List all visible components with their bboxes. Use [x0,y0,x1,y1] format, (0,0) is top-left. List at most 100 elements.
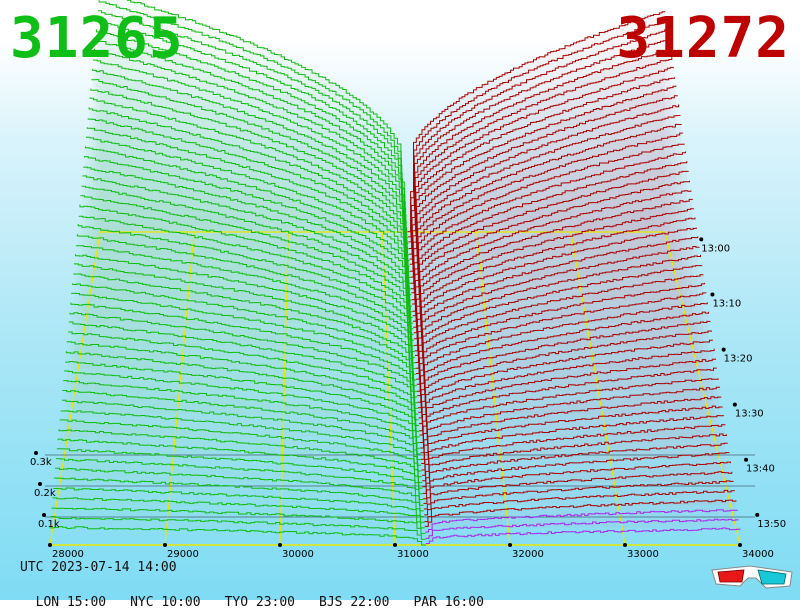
z-tick-label: 0.1k [38,519,60,530]
bid-depth-line [75,245,417,381]
bid-surface-fill [70,302,419,415]
bid-depth-line [53,487,425,523]
bid-depth-line [60,410,422,478]
time-tick-mark [755,512,760,517]
time-tick-mark [732,402,737,407]
bid-price: 31265 [10,6,184,71]
bid-depth-line [61,399,422,472]
ask-depth-line [418,330,712,425]
bid-depth-line [90,88,411,290]
z-tick-mark [34,451,38,455]
bid-depth-line [86,127,413,313]
x-tick-mark [508,543,512,547]
grid-line-price [570,231,626,546]
ask-depth-line [420,386,720,460]
grid-line-price [49,231,101,546]
x-tick-label: 29000 [167,549,199,560]
ask-depth-line [414,198,693,346]
bid-depth-line [97,10,409,244]
timezone-bjs: BJS 22:00 [319,595,390,610]
time-tick-mark [744,457,749,462]
x-tick-mark [48,543,52,547]
bid-depth-line [82,175,414,341]
bid-depth-line [59,419,423,483]
ask-depth-line [407,11,666,233]
bid-depth-line [55,458,424,506]
bid-surface-fill [92,68,411,278]
utc-time: UTC 2023-07-14 14:00 [20,560,177,575]
ask-depth-line [411,123,682,301]
ask-depth-line [413,180,690,334]
time-tick-label: 13:40 [746,464,775,475]
time-tick-mark [721,347,726,352]
x-tick-label: 34000 [742,549,774,560]
z-tick-mark [38,482,42,486]
bid-depth-line [88,107,412,301]
ask-depth-line [424,489,735,523]
bid-depth-line [75,254,417,387]
ask-depth-line [424,499,737,527]
bid-depth-line [85,136,413,318]
ask-depth-line [415,227,697,363]
time-tick-mark [710,292,715,297]
ask-depth-line [421,415,725,476]
x-tick-label: 28000 [52,549,84,560]
ask-depth-line [421,405,723,471]
bid-depth-line [72,283,418,404]
chart-ticks: 28000 29000 30000 31000 32000 33000 34000 0.1k 0… [30,237,786,560]
bid-depth-line [73,273,418,398]
bid-depth-line [56,448,424,500]
timezone-tyo: TYO 23:00 [224,595,296,610]
bid-depth-line [70,302,419,415]
ask-surface-fill [420,387,720,460]
ask-depth-line [408,29,669,243]
bid-depth-line [126,0,408,233]
x-tick-mark [738,543,742,547]
ask-depth-line [409,49,671,255]
bid-depth-line [55,467,424,512]
ask-depth-line [422,433,727,488]
ask-depth-line [423,471,733,510]
ask-depth-line [417,282,705,397]
bid-depth-line [84,156,414,330]
bid-depth-line [65,351,420,444]
bid-depth-line [83,166,414,335]
ask-depth-line [425,518,739,539]
ask-depth-line [414,190,692,340]
bid-depth-line [96,19,409,250]
time-tick-label: 13:20 [724,354,753,365]
ask-depth-line [415,236,699,369]
ask-depth-line [416,255,701,380]
ask-depth-line [425,509,738,533]
z-tick-label: 0.2k [34,488,56,499]
ask-depth-line [423,461,731,504]
x-tick-label: 33000 [627,549,659,560]
ask-depth-line [417,292,707,403]
ask-surface-fill [409,49,671,255]
bid-surface-fill [63,380,421,460]
timezone-lon: LON 15:00 [35,595,107,610]
bid-depth-line [81,185,415,347]
timezone-par: PAR 16:00 [413,595,484,610]
ask-depth-line [413,161,688,322]
bid-depth-line [92,68,411,278]
x-tick-label: 32000 [512,549,544,560]
ask-depth-line [423,452,730,500]
ask-surface-fill [416,274,704,392]
timezone-row: LON 15:00 NYC 10:00 TYO 23:00 BJS 22:00 PAR … [20,580,508,610]
ask-depth-line [411,104,680,290]
grid-line-price [279,231,289,546]
bid-depth-line [62,390,422,466]
bid-surface-fill [96,29,410,255]
ask-depth-line [420,367,717,449]
x-tick-mark [393,543,397,547]
ask-depth-line [410,77,675,272]
depth-surface-fill [52,0,736,528]
bid-depth-line [85,146,413,324]
ask-depth-line [412,143,685,312]
ask-depth-line [409,57,673,260]
time-tick-mark [699,237,704,242]
ask-depth-line [413,170,689,328]
3d-glasses-icon[interactable] [710,564,794,590]
